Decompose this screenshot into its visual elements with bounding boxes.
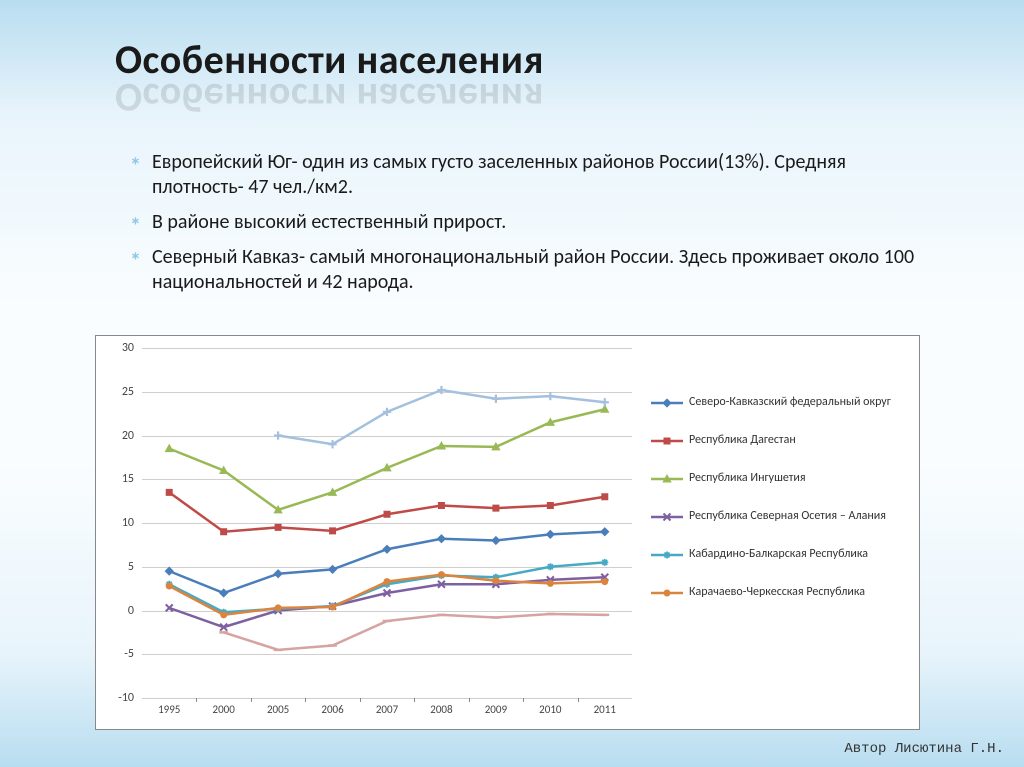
chart-marker <box>601 493 608 500</box>
list-item: Северный Кавказ- самый многонациональный… <box>130 245 934 295</box>
x-axis-label: 2006 <box>321 703 343 716</box>
x-axis-label: 2011 <box>594 703 616 716</box>
x-axis-label: 2008 <box>430 703 452 716</box>
y-axis-label: 10 <box>104 516 134 530</box>
chart-legend: Северо-Кавказский федеральный округ Респу… <box>651 396 906 624</box>
title-reflection: Особенности населения <box>115 73 1024 122</box>
legend-item: Северо-Кавказский федеральный округ <box>651 396 906 410</box>
x-axis-label: 1995 <box>158 703 180 716</box>
chart-marker <box>275 524 282 531</box>
list-item: В районе высокий естественный прирост. <box>130 210 934 235</box>
chart-marker <box>273 569 282 578</box>
y-axis-label: 25 <box>104 385 134 399</box>
legend-label: Северо-Кавказский федеральный округ <box>689 396 891 410</box>
y-axis-label: 30 <box>104 341 134 355</box>
chart-marker <box>219 588 228 597</box>
chart-marker <box>382 545 391 554</box>
chart-marker <box>438 571 445 578</box>
chart-marker <box>384 578 391 585</box>
chart-marker <box>547 563 554 570</box>
y-axis-label: -10 <box>104 691 134 705</box>
chart-marker <box>166 489 173 496</box>
legend-item: Республика Ингушетия <box>651 472 906 486</box>
chart-marker <box>601 578 608 585</box>
x-axis-label: 2005 <box>267 703 289 716</box>
chart-marker <box>220 528 227 535</box>
y-axis-label: -5 <box>104 647 134 661</box>
chart-marker <box>274 431 282 439</box>
legend-label: Республика Дагестан <box>689 434 796 448</box>
chart-marker <box>329 527 336 534</box>
chart-marker <box>165 566 174 575</box>
list-item: Европейский Юг- один из самых густо засе… <box>130 150 934 200</box>
chart-marker <box>601 559 608 566</box>
legend-label: Республика Ингушетия <box>689 472 806 486</box>
chart-marker <box>492 577 499 584</box>
chart-marker <box>492 395 500 403</box>
chart-marker <box>220 611 227 618</box>
chart-marker <box>437 386 445 394</box>
y-axis-label: 15 <box>104 472 134 486</box>
y-axis-label: 0 <box>104 604 134 618</box>
chart-marker <box>384 511 391 518</box>
chart-marker <box>166 583 173 590</box>
y-axis-label: 5 <box>104 560 134 574</box>
chart-marker <box>547 580 554 587</box>
legend-item: Республика Дагестан <box>651 434 906 448</box>
chart-marker <box>165 444 174 453</box>
line-chart: -10 -5 0 5 10 15 20 25 30 1995 2000 2005 2006 2007 200… <box>95 335 920 730</box>
bullet-list: Европейский Юг- один из самых густо засе… <box>0 122 1024 295</box>
chart-marker <box>601 398 609 406</box>
x-axis-label: 2007 <box>376 703 398 716</box>
chart-marker <box>600 527 609 536</box>
chart-marker <box>329 604 336 611</box>
chart-marker <box>546 530 555 539</box>
chart-marker <box>437 534 446 543</box>
chart-marker <box>275 604 282 611</box>
author-label: Автор Лисютина Г.Н. <box>844 741 1004 757</box>
x-axis-label: 2000 <box>213 703 235 716</box>
legend-label: Карачаево-Черкесская Республика <box>689 586 865 600</box>
chart-series-line <box>224 614 605 650</box>
legend-item: Карачаево-Черкесская Республика <box>651 586 906 600</box>
chart-series-line <box>169 409 605 510</box>
chart-series-line <box>278 390 605 444</box>
legend-label: Республика Северная Осетия – Алания <box>689 510 886 524</box>
chart-marker <box>547 502 554 509</box>
chart-marker <box>491 536 500 545</box>
x-axis-label: 2010 <box>539 703 561 716</box>
legend-item: Республика Северная Осетия – Алания <box>651 510 906 524</box>
x-axis-label: 2009 <box>485 703 507 716</box>
chart-marker <box>438 502 445 509</box>
legend-label: Кабардино-Балкарская Республика <box>689 548 868 562</box>
chart-marker <box>328 565 337 574</box>
chart-marker <box>492 505 499 512</box>
legend-item: Кабардино-Балкарская Республика <box>651 548 906 562</box>
grid-line <box>142 698 632 699</box>
y-axis-label: 20 <box>104 429 134 443</box>
chart-marker <box>546 392 554 400</box>
